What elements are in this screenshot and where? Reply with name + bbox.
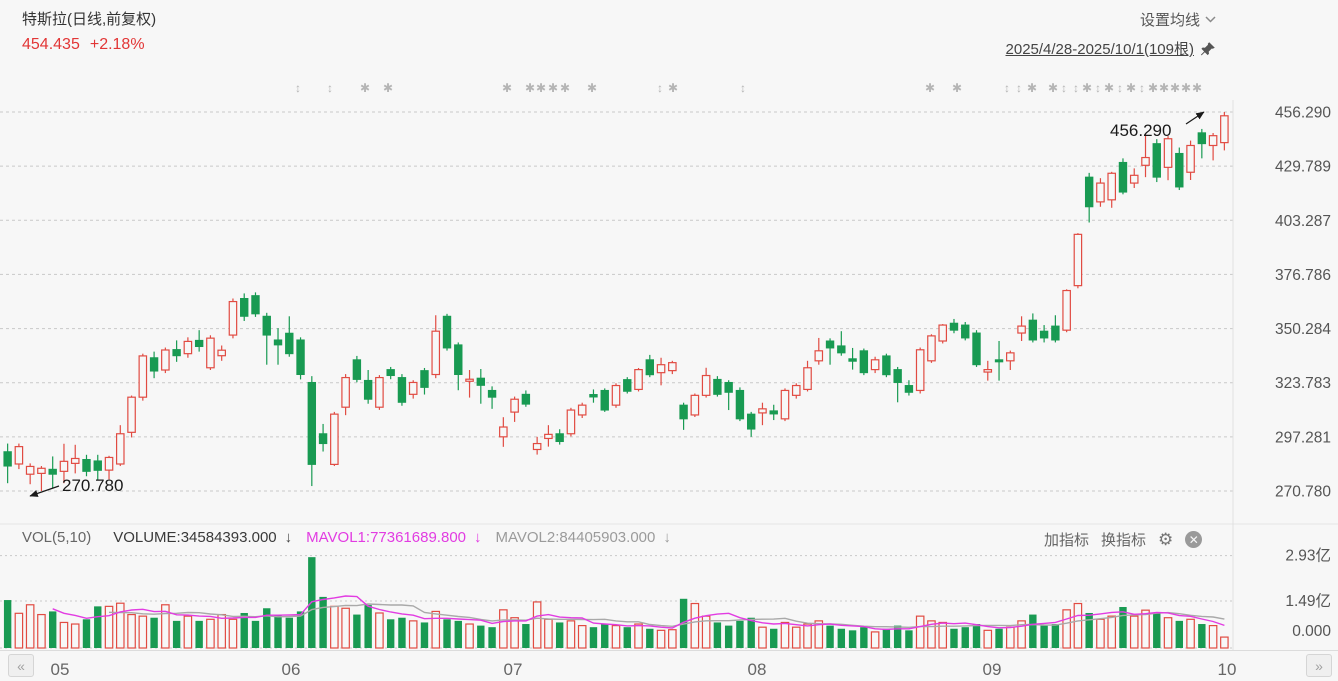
mavol1-value: MAVOL1:77361689.800 [306,529,466,546]
svg-text:06: 06 [282,660,301,679]
mavol2-down-arrow-icon: ↓ [663,529,671,546]
svg-text:270.780: 270.780 [62,476,123,495]
svg-text:✱: ✱ [1181,81,1191,95]
svg-text:456.290: 456.290 [1275,105,1331,122]
svg-text:✱: ✱ [525,81,535,95]
svg-text:403.287: 403.287 [1275,213,1331,230]
symbol-title: 特斯拉(日线,前复权) [22,11,157,28]
axis-labels: 456.290 429.789 403.287 376.786 350.284 323.7… [51,105,1332,680]
switch-indicator-button[interactable]: 换指标 [1101,532,1147,549]
svg-text:↕: ↕ [1061,81,1067,95]
volume-indicator-header: VOL(5,10) VOLUME:34584393.000 ↓ MAVOL1:7… [22,529,671,546]
candlestick-pane [3,112,1229,491]
svg-text:1.49亿: 1.49亿 [1285,592,1331,610]
svg-text:↕: ↕ [1139,81,1145,95]
ma-settings-button[interactable]: 设置均线 [1140,9,1216,30]
svg-text:456.290: 456.290 [1110,121,1171,140]
svg-text:350.284: 350.284 [1275,321,1331,338]
svg-text:✱: ✱ [383,81,393,95]
svg-text:✱: ✱ [1048,81,1058,95]
mavol-lines [52,595,1225,631]
ma-settings-label: 设置均线 [1139,12,1200,29]
svg-text:✱: ✱ [1082,81,1092,95]
date-range-row: 2025/4/28-2025/10/1(109根) [1006,38,1216,59]
vol-indicator-name: VOL(5,10) [22,529,92,546]
date-range-link[interactable]: 2025/4/28-2025/10/1(109根) [1005,41,1194,58]
svg-text:✱: ✱ [360,81,370,95]
svg-text:✱: ✱ [587,81,597,95]
svg-text:↕: ↕ [295,81,301,95]
mavol1-down-arrow-icon: ↓ [474,529,482,546]
svg-text:✱: ✱ [1126,81,1136,95]
svg-text:07: 07 [504,660,523,679]
svg-text:✱: ✱ [1104,81,1114,95]
svg-text:✱: ✱ [560,81,570,95]
volume-down-arrow-icon: ↓ [284,529,293,546]
svg-text:✱: ✱ [1170,81,1180,95]
svg-text:✱: ✱ [1148,81,1158,95]
svg-text:✱: ✱ [925,81,935,95]
svg-text:✱: ✱ [536,81,546,95]
svg-text:0.000: 0.000 [1292,623,1331,640]
last-price: 454.435 [22,36,80,53]
mavol2-value: MAVOL2:84405903.000 [495,529,656,546]
svg-text:↕: ↕ [327,81,333,95]
close-indicator-icon[interactable]: ✕ [1185,531,1203,548]
scroll-left-button[interactable]: « [8,654,34,677]
svg-text:✱: ✱ [952,81,962,95]
add-indicator-button[interactable]: 加指标 [1044,532,1090,549]
svg-text:✱: ✱ [502,81,512,95]
annotations: 456.290 270.780 [29,111,1205,497]
svg-text:✱: ✱ [668,81,678,95]
volume-value: VOLUME:34584393.000 [113,529,277,546]
chevron-down-icon [1205,16,1216,23]
scroll-right-button[interactable]: » [1306,654,1332,677]
svg-text:297.281: 297.281 [1275,429,1331,446]
pin-icon[interactable] [1200,41,1216,57]
svg-text:270.780: 270.780 [1275,484,1331,501]
svg-text:✱: ✱ [1192,81,1202,95]
svg-text:429.789: 429.789 [1275,159,1331,176]
svg-text:↕: ↕ [1095,81,1101,95]
price-row: 454.435 +2.18% [22,36,145,54]
svg-text:2.93亿: 2.93亿 [1285,547,1331,565]
svg-text:10: 10 [1218,660,1237,679]
svg-text:✱: ✱ [1159,81,1169,95]
svg-text:✱: ✱ [548,81,558,95]
svg-text:08: 08 [748,660,767,679]
svg-text:376.786: 376.786 [1275,267,1331,284]
volume-pane [3,557,1229,649]
svg-text:↕: ↕ [1004,81,1010,95]
svg-text:09: 09 [983,660,1002,679]
svg-text:✱: ✱ [1027,81,1037,95]
svg-text:↕: ↕ [657,81,663,95]
svg-text:↕: ↕ [1073,81,1079,95]
svg-text:05: 05 [51,660,70,679]
svg-text:↕: ↕ [1117,81,1123,95]
svg-text:↕: ↕ [740,81,746,95]
price-change-percent: +2.18% [89,36,145,53]
gear-icon[interactable]: ⚙ [1158,530,1174,549]
svg-text:323.783: 323.783 [1275,375,1331,392]
indicator-buttons: 加指标 换指标 ⚙ ✕ [1044,529,1203,550]
svg-text:↕: ↕ [1016,81,1022,95]
event-marker-row: ↕ ↕ ✱ ✱ ✱ ✱ ✱ ✱ ✱ ✱ ↕ ✱ ↕ ✱ ✱ ↕ ↕ ✱ ✱ ↕ ↕ ✱ ↕ ✱ ↕ ✱ ↕ ✱ ✱ ✱ ✱ ✱ [295,81,1202,95]
